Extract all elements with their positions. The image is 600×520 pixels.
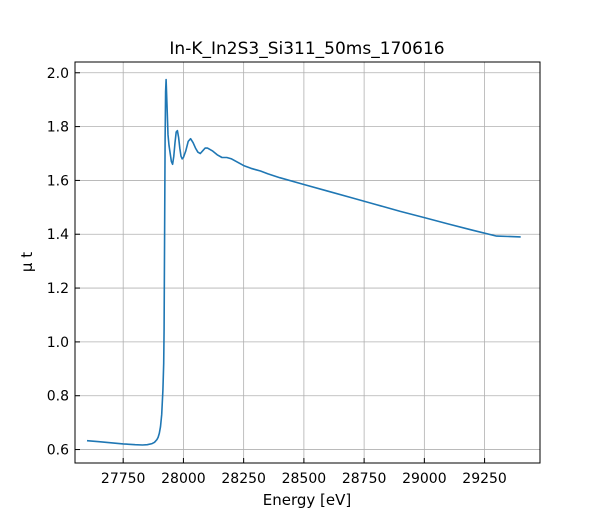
y-tick-label: 1.8: [47, 120, 69, 136]
y-tick-label: 1.6: [47, 173, 69, 189]
series-layer: [86, 78, 521, 446]
y-axis-label: μ t: [18, 252, 36, 272]
y-tick-label: 1.2: [47, 281, 69, 297]
y-tick-label: 1.4: [47, 227, 69, 243]
x-tick-label: 28250: [221, 471, 266, 487]
x-tick-label: 28750: [342, 471, 387, 487]
x-tick-label: 27750: [101, 471, 146, 487]
x-tick-label: 28500: [282, 471, 327, 487]
y-tick-label: 1.0: [47, 335, 69, 351]
y-tick-label: 0.6: [47, 443, 69, 459]
chart-title: In-K_In2S3_Si311_50ms_170616: [169, 39, 444, 59]
y-tick-label: 0.8: [47, 389, 69, 405]
y-axis: 0.6 0.8 1.0 1.2 1.4 1.6 1.8 2.0: [47, 66, 80, 459]
x-tick-label: 28000: [161, 471, 206, 487]
x-axis: 27750 28000 28250 28500 28750 29000 29250: [101, 458, 507, 487]
plot-frame: [74, 61, 541, 464]
grid: [75, 62, 540, 463]
series-line: [86, 78, 521, 446]
x-tick-label: 29250: [462, 471, 507, 487]
x-tick-label: 29000: [402, 471, 447, 487]
y-tick-label: 2.0: [47, 66, 69, 82]
x-axis-label: Energy [eV]: [263, 491, 351, 509]
